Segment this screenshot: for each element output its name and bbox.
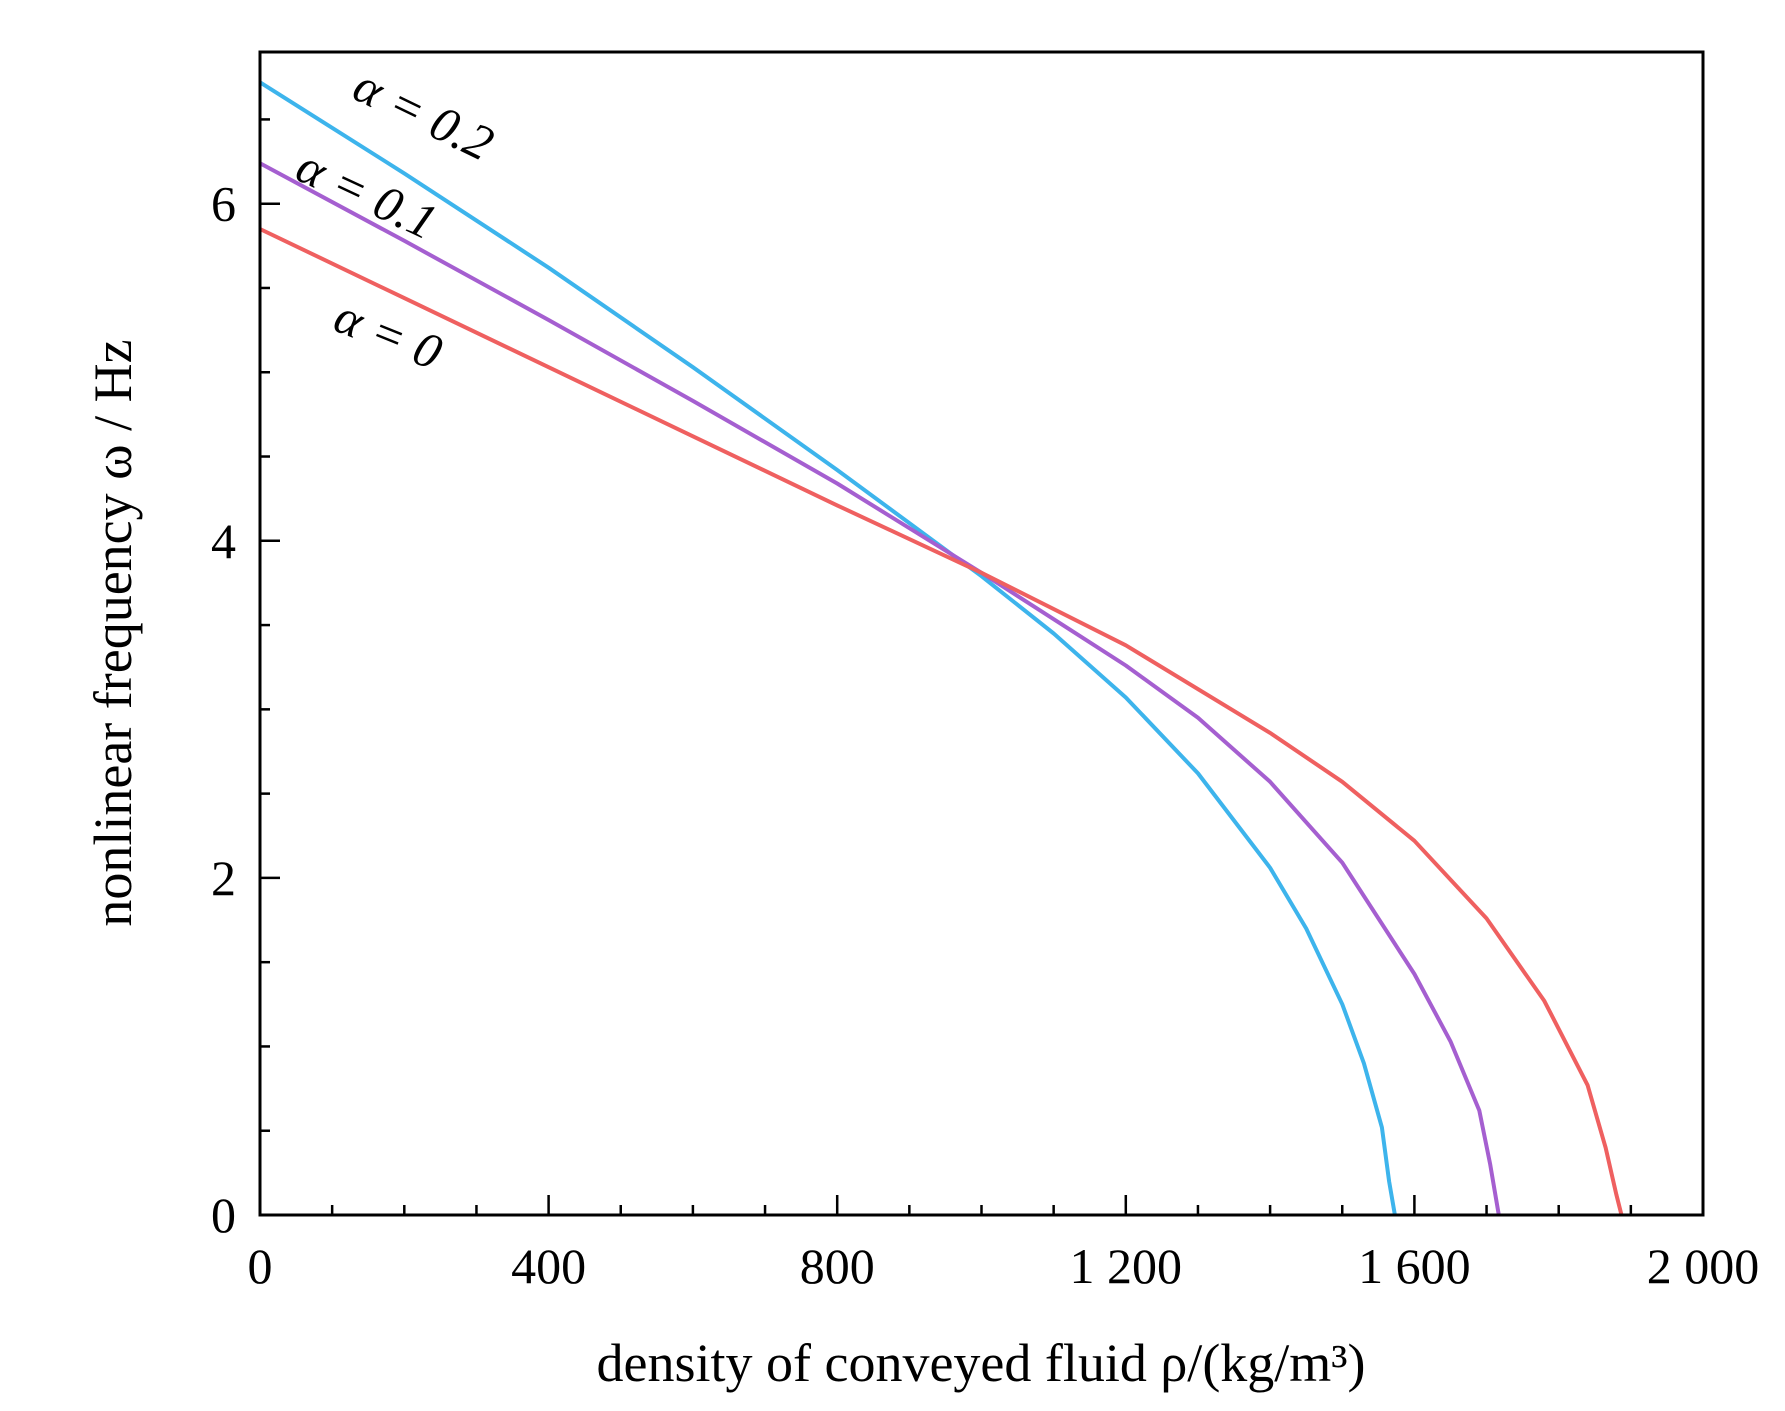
- series-line-2: [259, 227, 1624, 1216]
- curve-label-alpha-0-2: α = 0.2: [345, 57, 502, 172]
- series-layer: [258, 80, 1624, 1216]
- y-tick-label: 2: [211, 850, 236, 906]
- x-tick-label: 800: [800, 1238, 875, 1294]
- y-tick-label: 0: [211, 1187, 236, 1243]
- tick-labels: 0 400 800 1 200 1 600 2 000 0 2 4 6: [211, 176, 1759, 1294]
- plot-frame: [258, 50, 1705, 1217]
- x-tick-label: 400: [511, 1238, 586, 1294]
- x-tick-label: 1 600: [1358, 1238, 1471, 1294]
- minor-ticks: [260, 118, 1633, 1215]
- y-tick-label: 6: [211, 176, 236, 232]
- curve-label-alpha-0-1: α = 0.1: [288, 137, 445, 250]
- x-tick-label: 2 000: [1647, 1238, 1760, 1294]
- major-ticks: [258, 202, 1705, 1217]
- x-axis-title: density of conveyed fluid ρ/(kg/m³): [597, 1333, 1366, 1393]
- y-axis-title: nonlinear frequency ω / Hz: [83, 339, 143, 926]
- x-tick-label: 0: [248, 1238, 273, 1294]
- curve-label-alpha-0: α = 0: [327, 287, 450, 380]
- y-tick-label: 4: [211, 513, 236, 569]
- series-line-0: [258, 80, 1397, 1216]
- series-line-1: [259, 161, 1501, 1216]
- x-tick-label: 1 200: [1070, 1238, 1183, 1294]
